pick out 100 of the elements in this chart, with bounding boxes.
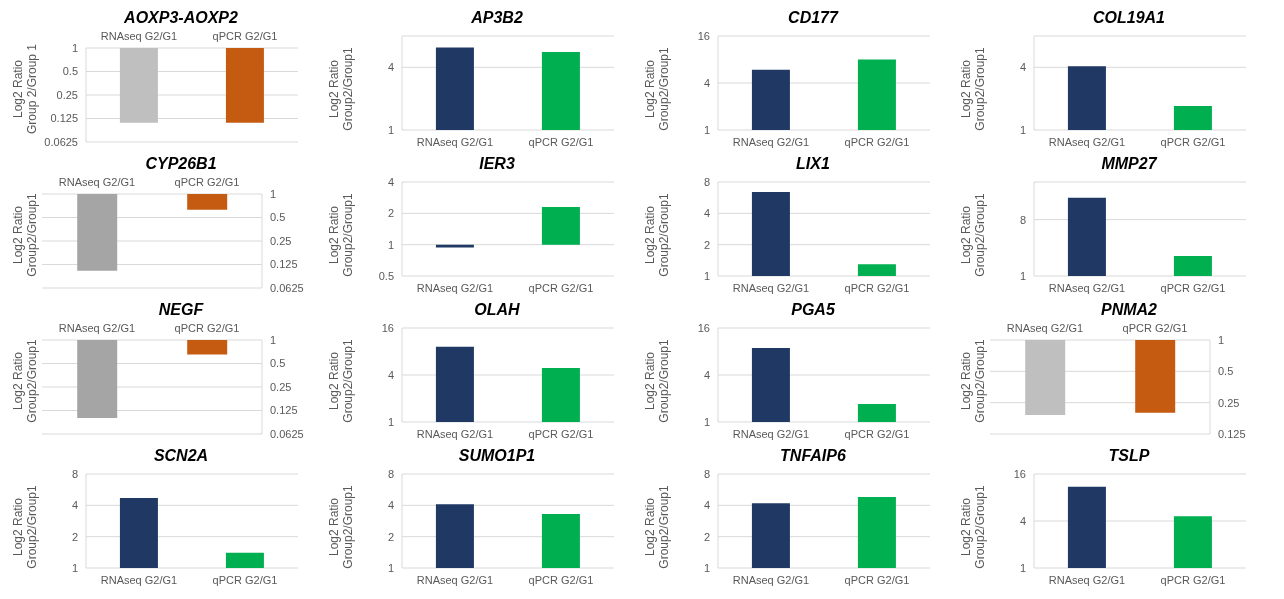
y-tick-label: 16 — [697, 321, 710, 334]
y-tick-label: 8 — [71, 467, 78, 480]
y2-tick-label: 0.25 — [270, 234, 292, 247]
chart-title: MMP27 — [1100, 154, 1159, 174]
y-axis-title: Log2 Ratio Group2/Group1 — [11, 485, 39, 569]
y-tick-label: 2 — [71, 530, 78, 543]
x-tick-label: qPCR G2/G1 — [174, 322, 240, 334]
x-tick-label: RNAseq G2/G1 — [416, 573, 494, 586]
y-tick-label: 0.5 — [62, 65, 78, 78]
y2-tick-label: 0.0625 — [270, 281, 304, 294]
y-tick-label: 8 — [387, 467, 394, 480]
x-tick-label: RNAseq G2/G1 — [100, 573, 178, 586]
y-tick-label: 2 — [387, 530, 394, 543]
x-tick-label: qPCR G2/G1 — [1160, 135, 1226, 148]
y-axis-title: Log2 Ratio Group2/Group1 — [327, 47, 355, 131]
y-tick-label: 4 — [387, 499, 394, 512]
y-tick-label: 16 — [381, 321, 394, 334]
y-tick-label: 4 — [387, 61, 394, 74]
y-tick-label: 1 — [1019, 561, 1026, 574]
y-tick-label: 4 — [1019, 61, 1026, 74]
x-tick-label: qPCR G2/G1 — [1160, 281, 1226, 294]
y-tick-label: 16 — [697, 29, 710, 42]
y-tick-label: 2 — [387, 207, 394, 220]
y-tick-label: 1 — [387, 561, 394, 574]
x-tick-label: qPCR G2/G1 — [844, 573, 910, 586]
y-axis-title: Log2 Ratio Group2/Group1 — [327, 339, 355, 423]
y-axis-title: Log2 Ratio Group 2/Group 1 — [11, 43, 39, 135]
y-tick-label: 0.125 — [50, 112, 78, 125]
y2-tick-label: 1 — [270, 333, 277, 346]
x-tick-label: qPCR G2/G1 — [844, 281, 910, 294]
chart-title: NEGF — [157, 300, 205, 320]
chart-title: IER3 — [478, 154, 516, 174]
y-tick-label: 8 — [703, 467, 710, 480]
y-tick-label: 1 — [703, 123, 710, 136]
y-tick-label: 4 — [703, 76, 710, 89]
y-tick-label: 4 — [703, 499, 710, 512]
y-tick-label: 1 — [1019, 123, 1026, 136]
chart-title: AP3B2 — [470, 8, 524, 28]
y-tick-label: 0.5 — [378, 269, 394, 282]
x-tick-label: qPCR G2/G1 — [212, 30, 278, 42]
y-tick-label: 2 — [703, 238, 710, 251]
chart-title: CYP26B1 — [144, 154, 218, 174]
chart-title: LIX1 — [795, 154, 831, 174]
y2-tick-label: 0.125 — [270, 258, 298, 271]
chart-title: PGA5 — [790, 300, 836, 320]
y-axis-title: Log2 Ratio Group2/Group1 — [327, 485, 355, 569]
y-tick-label: 1 — [71, 41, 78, 54]
y-axis-title: Log2 Ratio Group2/Group1 — [11, 339, 39, 423]
x-tick-label: RNAseq G2/G1 — [732, 281, 810, 294]
x-tick-label: RNAseq G2/G1 — [416, 135, 494, 148]
chart-title: TNFAIP6 — [779, 446, 847, 466]
x-tick-label: RNAseq G2/G1 — [732, 427, 810, 440]
y-tick-label: 1 — [1019, 269, 1026, 282]
y-axis-title: Log2 Ratio Group2/Group1 — [959, 485, 987, 569]
x-tick-label: RNAseq G2/G1 — [58, 176, 136, 188]
y-tick-label: 1 — [387, 415, 394, 428]
chart-title: CD177 — [787, 8, 840, 28]
y-axis-title: Log2 Ratio Group2/Group1 — [643, 47, 671, 131]
y-tick-label: 1 — [387, 238, 394, 251]
y-tick-label: 4 — [387, 175, 394, 188]
y-axis-title: Log2 Ratio Group2/Group1 — [959, 193, 987, 277]
y2-tick-label: 0.125 — [270, 404, 298, 417]
x-tick-label: RNAseq G2/G1 — [416, 427, 494, 440]
y2-tick-label: 1 — [270, 187, 277, 200]
x-tick-label: RNAseq G2/G1 — [1006, 322, 1084, 334]
y-tick-label: 1 — [387, 123, 394, 136]
y-tick-label: 2 — [703, 530, 710, 543]
x-tick-label: qPCR G2/G1 — [528, 427, 594, 440]
y2-tick-label: 0.0625 — [270, 427, 304, 440]
x-tick-label: RNAseq G2/G1 — [732, 573, 810, 586]
y-tick-label: 1 — [71, 561, 78, 574]
x-tick-label: RNAseq G2/G1 — [58, 322, 136, 334]
y-axis-title: Log2 Ratio Group2/Group1 — [959, 339, 987, 423]
x-tick-label: RNAseq G2/G1 — [100, 30, 178, 42]
y2-tick-label: 0.5 — [270, 357, 286, 370]
y-tick-label: 1 — [703, 561, 710, 574]
y-axis-title: Log2 Ratio Group2/Group1 — [643, 339, 671, 423]
x-tick-label: RNAseq G2/G1 — [416, 281, 494, 294]
y-tick-label: 1 — [703, 269, 710, 282]
y2-tick-label: 0.5 — [270, 211, 286, 224]
chart-title: TSLP — [1107, 446, 1151, 466]
y-axis-title: Log2 Ratio Group2/Group1 — [643, 193, 671, 277]
y2-tick-label: 1 — [1218, 333, 1225, 346]
chart-title: SCN2A — [152, 446, 210, 466]
y-tick-label: 4 — [1019, 514, 1026, 527]
x-tick-label: qPCR G2/G1 — [1160, 573, 1226, 586]
x-tick-label: qPCR G2/G1 — [844, 135, 910, 148]
y-tick-label: 1 — [703, 415, 710, 428]
x-tick-label: RNAseq G2/G1 — [1048, 281, 1126, 294]
x-tick-label: qPCR G2/G1 — [528, 135, 594, 148]
x-tick-label: qPCR G2/G1 — [844, 427, 910, 440]
y2-tick-label: 0.125 — [1218, 427, 1246, 440]
chart-title: COL19A1 — [1092, 8, 1166, 28]
y-tick-label: 8 — [703, 175, 710, 188]
y2-tick-label: 0.25 — [1218, 396, 1240, 409]
y-tick-label: 4 — [703, 207, 710, 220]
y-tick-label: 0.0625 — [44, 135, 78, 148]
y-axis-title: Log2 Ratio Group2/Group1 — [11, 193, 39, 277]
x-tick-label: qPCR G2/G1 — [212, 573, 278, 586]
y-tick-label: 8 — [1019, 213, 1026, 226]
